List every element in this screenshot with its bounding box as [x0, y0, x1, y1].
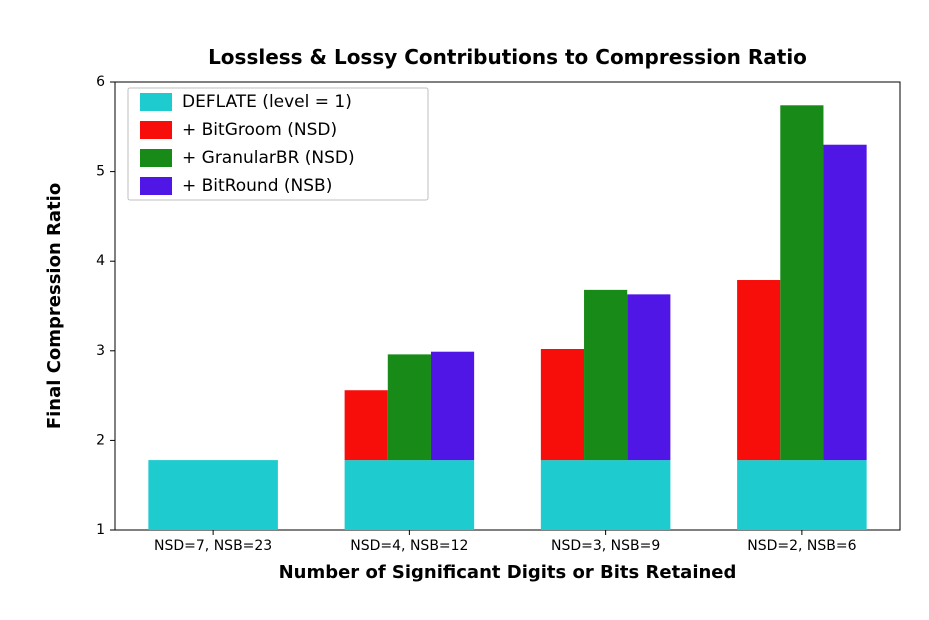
y-tick-label: 6: [96, 74, 105, 90]
x-tick-label: NSD=2, NSB=6: [747, 538, 856, 554]
chart-svg: 1 2 3 4 5 6 NSD=7, NSB=23 NSD=4, NSB=12 NSD=3, N…: [0, 0, 929, 620]
bar-bitgroom: [737, 280, 780, 460]
y-tick-label: 3: [96, 343, 105, 359]
bar-bitround: [431, 352, 474, 460]
legend-swatch: [140, 177, 172, 195]
bar-granularbr: [388, 354, 431, 460]
y-tick-label: 1: [96, 522, 105, 538]
y-tick-label: 5: [96, 164, 105, 180]
chart-container: 1 2 3 4 5 6 NSD=7, NSB=23 NSD=4, NSB=12 NSD=3, N…: [0, 0, 929, 620]
bar-bitround: [823, 145, 866, 460]
bar-granularbr: [780, 105, 823, 460]
bar-bitgroom: [541, 349, 584, 460]
legend: DEFLATE (level = 1) + BitGroom (NSD) + Gra…: [128, 88, 428, 200]
legend-label: + BitGroom (NSD): [182, 120, 337, 140]
legend-label: + BitRound (NSB): [182, 176, 332, 196]
legend-swatch: [140, 121, 172, 139]
x-tick-label: NSD=4, NSB=12: [350, 538, 468, 554]
bar-deflate: [737, 460, 867, 530]
bar-bitround: [627, 294, 670, 460]
bar-deflate: [345, 460, 475, 530]
legend-swatch: [140, 93, 172, 111]
x-tick-label: NSD=3, NSB=9: [551, 538, 660, 554]
x-axis-label: Number of Significant Digits or Bits Ret…: [279, 562, 737, 583]
bar-granularbr: [584, 290, 627, 460]
y-tick-label: 4: [96, 253, 105, 269]
legend-label: DEFLATE (level = 1): [182, 92, 352, 112]
y-tick-label: 2: [96, 432, 105, 448]
bar-bitgroom: [345, 390, 388, 460]
legend-label: + GranularBR (NSD): [182, 148, 355, 168]
x-tick-label: NSD=7, NSB=23: [154, 538, 272, 554]
bar-deflate: [541, 460, 671, 530]
bar-deflate: [148, 460, 278, 530]
y-axis-label: Final Compression Ratio: [44, 183, 65, 429]
legend-swatch: [140, 149, 172, 167]
chart-title: Lossless & Lossy Contributions to Compre…: [208, 45, 807, 69]
